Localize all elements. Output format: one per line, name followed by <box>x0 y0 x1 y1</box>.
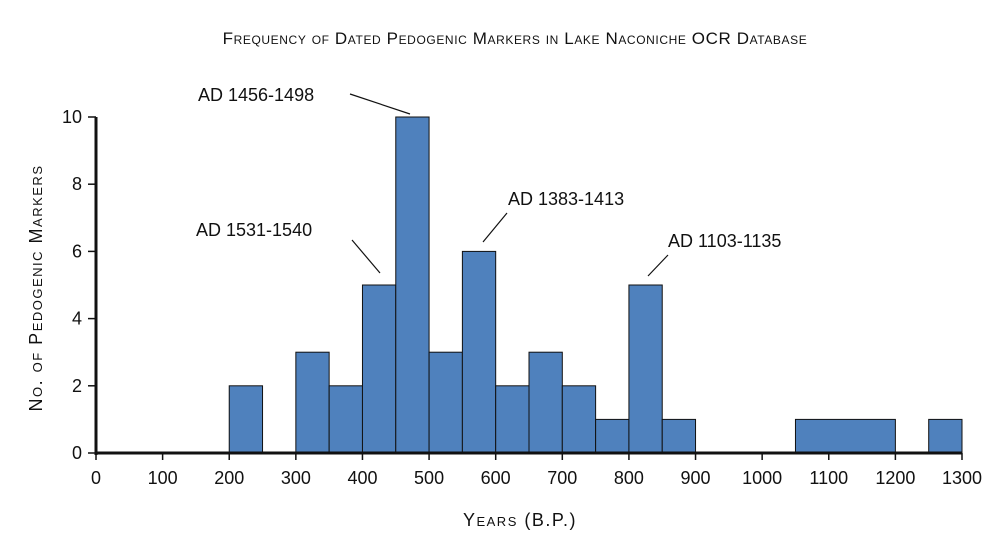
y-ticks: 0 2 4 6 8 10 <box>62 107 96 463</box>
x-tick-label: 300 <box>281 468 311 488</box>
x-tick-label: 800 <box>614 468 644 488</box>
chart-title: Frequency of Dated Pedogenic Markers in … <box>223 29 808 48</box>
annotation-leader-line <box>349 93 411 115</box>
annotation-label: AD 1383-1413 <box>508 189 624 209</box>
x-tick-label: 1200 <box>875 468 915 488</box>
x-tick-label: 1300 <box>942 468 982 488</box>
x-tick-label: 100 <box>148 468 178 488</box>
histogram-bar <box>228 385 264 454</box>
histogram-bar <box>595 418 630 454</box>
x-tick-label: 500 <box>414 468 444 488</box>
annotation-leader-line <box>647 254 669 277</box>
histogram-bar <box>295 351 330 454</box>
y-tick-label: 0 <box>72 443 82 463</box>
x-tick-label: 1000 <box>742 468 782 488</box>
x-tick-label: 200 <box>214 468 244 488</box>
y-tick-label: 2 <box>72 376 82 396</box>
annotation-label: AD 1531-1540 <box>196 220 312 240</box>
bars-layer <box>228 116 963 454</box>
x-tick-label: 1100 <box>809 468 848 488</box>
x-tick-label: 400 <box>347 468 377 488</box>
annotation-label: AD 1456-1498 <box>198 85 314 105</box>
x-tick-label: 600 <box>481 468 511 488</box>
histogram-bar <box>661 418 697 454</box>
histogram-bar <box>928 418 963 454</box>
histogram-bar <box>395 116 430 454</box>
x-axis-label: Years (B.P.) <box>463 510 577 530</box>
x-tick-label: 900 <box>681 468 711 488</box>
x-tick-label: 700 <box>547 468 577 488</box>
axes-layer <box>94 117 962 455</box>
y-axis-label: No. of Pedogenic Markers <box>26 165 46 412</box>
histogram-bar <box>495 385 530 454</box>
annotation-label: AD 1103-1135 <box>668 231 781 251</box>
histogram-bar <box>328 385 363 454</box>
annotation-leader-line <box>482 212 508 243</box>
y-tick-label: 6 <box>72 241 82 261</box>
histogram-bar <box>628 284 663 454</box>
x-tick-label: 0 <box>91 468 101 488</box>
x-ticks: 0 100 200 300 400 500 600 700 800 900 1000 1100 1200… <box>91 453 982 488</box>
y-tick-label: 8 <box>72 174 82 194</box>
histogram-bar <box>428 351 463 454</box>
histogram-bar <box>461 250 497 454</box>
y-tick-label: 4 <box>72 309 82 329</box>
annotation-leader-line <box>351 239 381 274</box>
histogram-bar <box>361 284 397 454</box>
y-tick-label: 10 <box>62 107 82 127</box>
histogram-bar <box>528 351 563 454</box>
annotations: AD 1456-1498 AD 1531-1540 AD 1383-1413 AD 1… <box>196 85 781 277</box>
histogram-bar <box>561 385 597 454</box>
histogram-bar <box>794 418 896 454</box>
